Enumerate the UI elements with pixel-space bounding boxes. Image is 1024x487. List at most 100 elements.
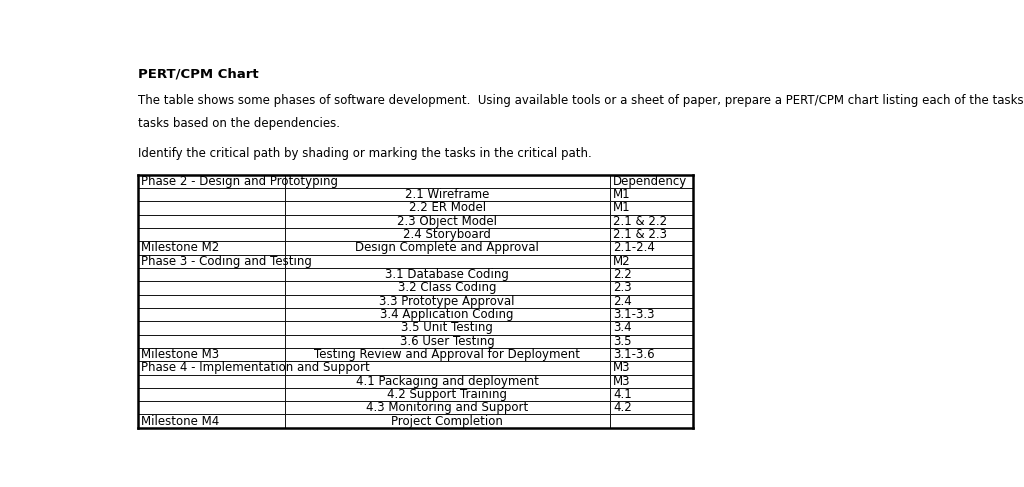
Text: Milestone M2: Milestone M2	[140, 242, 219, 255]
Bar	[285, 308, 609, 321]
Text: 3.1 Database Coding: 3.1 Database Coding	[385, 268, 509, 281]
Text: 2.3 Object Model: 2.3 Object Model	[397, 215, 498, 228]
Bar	[609, 215, 693, 228]
Text: 2.2: 2.2	[613, 268, 632, 281]
Bar	[137, 188, 285, 201]
Bar	[609, 228, 693, 241]
Bar	[285, 335, 609, 348]
Text: 3.6 User Testing: 3.6 User Testing	[399, 335, 495, 348]
Text: M3: M3	[613, 375, 631, 388]
Bar	[609, 295, 693, 308]
Text: Project Completion: Project Completion	[391, 414, 503, 428]
Text: 2.2 ER Model: 2.2 ER Model	[409, 202, 485, 214]
Bar	[137, 228, 285, 241]
Bar	[137, 348, 285, 361]
Text: tasks based on the dependencies.: tasks based on the dependencies.	[137, 116, 340, 130]
Text: 2.1 & 2.2: 2.1 & 2.2	[613, 215, 667, 228]
Bar	[285, 228, 609, 241]
Text: The table shows some phases of software development.  Using available tools or a: The table shows some phases of software …	[137, 94, 1024, 107]
Text: Phase 4 - Implementation and Support: Phase 4 - Implementation and Support	[140, 361, 370, 375]
Text: 3.4: 3.4	[613, 321, 632, 335]
Bar	[609, 348, 693, 361]
Bar	[285, 321, 609, 335]
Text: 2.1 & 2.3: 2.1 & 2.3	[613, 228, 667, 241]
Text: 4.2: 4.2	[613, 401, 632, 414]
Text: Dependency: Dependency	[613, 175, 687, 188]
Bar	[609, 201, 693, 215]
Text: 3.1-3.6: 3.1-3.6	[613, 348, 654, 361]
Bar	[137, 361, 285, 375]
Bar	[137, 321, 285, 335]
Bar	[137, 175, 285, 188]
Bar	[137, 201, 285, 215]
Bar	[137, 388, 285, 401]
Bar	[285, 348, 609, 361]
Text: 4.1: 4.1	[613, 388, 632, 401]
Text: 4.1 Packaging and deployment: 4.1 Packaging and deployment	[355, 375, 539, 388]
Text: 2.4: 2.4	[613, 295, 632, 308]
Bar	[285, 188, 609, 201]
Bar	[137, 335, 285, 348]
Bar	[137, 281, 285, 295]
Bar	[137, 215, 285, 228]
Bar	[285, 215, 609, 228]
Bar	[609, 281, 693, 295]
Text: 2.1 Wireframe: 2.1 Wireframe	[406, 188, 489, 201]
Bar	[609, 241, 693, 255]
Bar	[285, 401, 609, 414]
Text: 4.2 Support Training: 4.2 Support Training	[387, 388, 507, 401]
Text: Design Complete and Approval: Design Complete and Approval	[355, 242, 540, 255]
Bar	[137, 295, 285, 308]
Bar	[609, 375, 693, 388]
Bar	[285, 388, 609, 401]
Bar	[609, 308, 693, 321]
Text: Identify the critical path by shading or marking the tasks in the critical path.: Identify the critical path by shading or…	[137, 147, 591, 160]
Bar	[137, 268, 285, 281]
Text: 3.5: 3.5	[613, 335, 632, 348]
Bar	[285, 241, 609, 255]
Bar	[285, 414, 609, 428]
Text: 3.1-3.3: 3.1-3.3	[613, 308, 654, 321]
Text: Milestone M4: Milestone M4	[140, 414, 219, 428]
Bar	[137, 414, 285, 428]
Bar	[609, 401, 693, 414]
Bar	[137, 375, 285, 388]
Text: M1: M1	[613, 202, 631, 214]
Text: 3.5 Unit Testing: 3.5 Unit Testing	[401, 321, 494, 335]
Bar	[137, 308, 285, 321]
Text: Milestone M3: Milestone M3	[140, 348, 219, 361]
Bar	[609, 414, 693, 428]
Bar	[285, 201, 609, 215]
Text: Testing Review and Approval for Deployment: Testing Review and Approval for Deployme…	[314, 348, 581, 361]
Text: PERT/CPM Chart: PERT/CPM Chart	[137, 68, 258, 81]
Bar	[609, 175, 693, 188]
Text: 2.1-2.4: 2.1-2.4	[613, 242, 654, 255]
Text: Phase 2 - Design and Prototyping: Phase 2 - Design and Prototyping	[140, 175, 338, 188]
Text: M1: M1	[613, 188, 631, 201]
Bar	[609, 321, 693, 335]
Bar	[137, 255, 285, 268]
Bar	[285, 375, 609, 388]
Bar	[609, 255, 693, 268]
Bar	[285, 255, 609, 268]
Bar	[609, 268, 693, 281]
Text: 2.4 Storyboard: 2.4 Storyboard	[403, 228, 492, 241]
Bar	[137, 241, 285, 255]
Bar	[285, 175, 609, 188]
Bar	[285, 268, 609, 281]
Text: 3.3 Prototype Approval: 3.3 Prototype Approval	[380, 295, 515, 308]
Text: M3: M3	[613, 361, 631, 375]
Text: 4.3 Monitoring and Support: 4.3 Monitoring and Support	[367, 401, 528, 414]
Text: M2: M2	[613, 255, 631, 268]
Bar	[285, 281, 609, 295]
Bar	[609, 361, 693, 375]
Bar	[609, 388, 693, 401]
Text: Phase 3 - Coding and Testing: Phase 3 - Coding and Testing	[140, 255, 311, 268]
Bar	[609, 335, 693, 348]
Bar	[609, 188, 693, 201]
Text: 3.2 Class Coding: 3.2 Class Coding	[398, 281, 497, 295]
Bar	[285, 361, 609, 375]
Text: 2.3: 2.3	[613, 281, 632, 295]
Bar	[137, 401, 285, 414]
Bar	[285, 295, 609, 308]
